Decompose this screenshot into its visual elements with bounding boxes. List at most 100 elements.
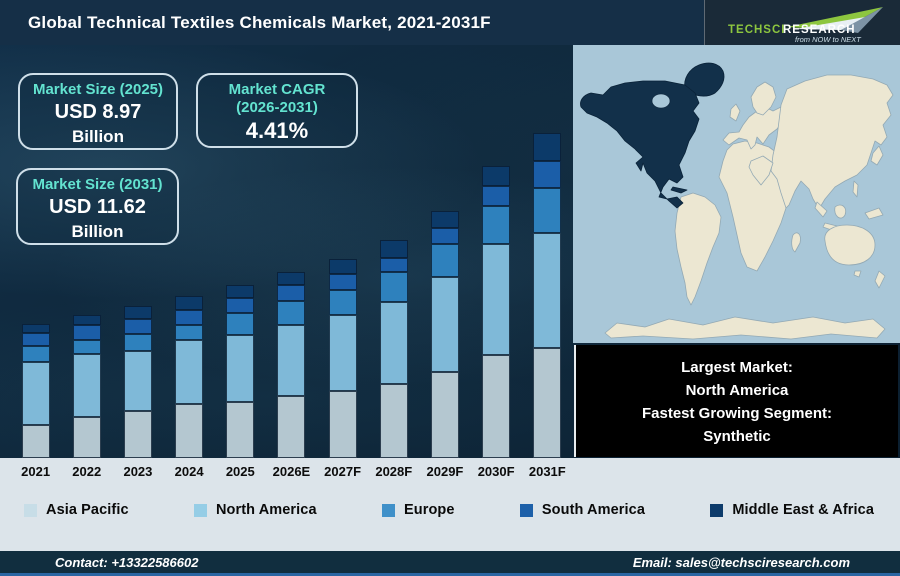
bar-segment-europe <box>72 340 101 354</box>
bar-segment-south-america <box>328 274 357 290</box>
legend-label-north-america: North America <box>215 502 317 518</box>
bar-segment-europe <box>533 188 562 233</box>
legend-label-south-america: South America <box>541 502 645 518</box>
bar-segment-asia-pacific <box>482 355 511 458</box>
stacked-bar-2021 <box>21 324 50 458</box>
bar-segment-middle-east-africa <box>379 240 408 258</box>
x-axis-labels: 2021 2022 2023 2024 2025 2026E 2027F 2028F 2029F… <box>10 458 573 490</box>
bar-segment-europe <box>277 301 306 325</box>
market-size-2031-value: USD 11.62 <box>49 196 146 218</box>
bar-segment-north-america <box>328 315 357 391</box>
market-size-2025-value: USD 8.97 <box>54 101 142 123</box>
bar-segment-europe <box>175 325 204 340</box>
bar-column-2028f <box>368 45 419 458</box>
bar-column-2029f <box>419 45 470 458</box>
legend-swatch-asia-pacific <box>24 503 37 517</box>
market-cagr-heading-line2: (2026-2031) <box>236 99 318 116</box>
footer-bar: Contact: +13322586602 Email: sales@techs… <box>0 551 900 576</box>
bar-segment-north-america <box>72 354 101 417</box>
stacked-bar-2025 <box>226 285 255 458</box>
bar-segment-middle-east-africa <box>482 166 511 186</box>
continent-australia <box>824 224 876 266</box>
bar-segment-south-america <box>175 310 204 325</box>
bar-column-2023 <box>112 45 163 458</box>
bar-column-2025 <box>215 45 266 458</box>
logo-brand2-text: RESEARCH <box>783 24 856 36</box>
techsci-research-logo: TECHSCI RESEARCH from NOW to NEXT <box>728 6 883 44</box>
bar-segment-asia-pacific <box>379 384 408 458</box>
region-greenland-highlight <box>684 62 725 97</box>
logo-arrow-shadow <box>840 6 883 33</box>
peninsula-scandinavia <box>750 81 777 116</box>
legend-item-middle-east-africa: Middle East & Africa <box>710 502 874 518</box>
x-axis-label-2023: 2023 <box>123 464 153 479</box>
bar-column-2022 <box>61 45 112 458</box>
logo-zone: TECHSCI RESEARCH from NOW to NEXT <box>704 0 900 45</box>
bar-column-2027f <box>317 45 368 458</box>
bar-segment-asia-pacific <box>328 391 357 458</box>
page-title: Global Technical Textiles Chemicals Mark… <box>28 12 491 32</box>
bar-column-2024 <box>164 45 215 458</box>
x-axis-label-2026e: 2026E <box>272 464 311 479</box>
island-sumatra <box>814 201 828 218</box>
bar-segment-north-america <box>21 362 50 425</box>
bar-column-2030f <box>471 45 522 458</box>
bar-column-2021 <box>10 45 61 458</box>
bar-segment-south-america <box>226 298 255 313</box>
bar-segment-middle-east-africa <box>21 324 50 333</box>
bar-segment-europe <box>226 313 255 335</box>
island-tasmania <box>853 270 862 278</box>
bar-segment-europe <box>430 244 459 277</box>
bar-segment-europe <box>21 346 50 362</box>
island-new-guinea <box>864 207 884 220</box>
x-axis-strip: 2021 2022 2023 2024 2025 2026E 2027F 2028F 2029F… <box>0 458 900 490</box>
continent-antarctica <box>604 316 886 340</box>
legend-item-asia-pacific: Asia Pacific <box>24 502 129 518</box>
x-axis-label-2024: 2024 <box>174 464 204 479</box>
stacked-bar-chart <box>10 45 573 458</box>
bar-segment-middle-east-africa <box>175 296 204 310</box>
bar-segment-asia-pacific <box>123 411 152 458</box>
legend-item-north-america: North America <box>193 502 317 518</box>
fastest-segment-value: Synthetic <box>703 428 771 445</box>
bar-segment-middle-east-africa <box>72 315 101 325</box>
island-japan <box>870 145 884 166</box>
continent-south-america <box>674 192 722 306</box>
bar-segment-europe <box>123 334 152 351</box>
bar-segment-south-america <box>533 161 562 188</box>
x-axis-label-2021: 2021 <box>21 464 51 479</box>
stacked-bar-2031f <box>533 133 562 458</box>
island-uk <box>729 103 741 122</box>
bar-segment-asia-pacific <box>226 402 255 458</box>
bar-column-2026e <box>266 45 317 458</box>
legend-label-middle-east-africa: Middle East & Africa <box>732 502 874 518</box>
bar-segment-south-america <box>379 258 408 272</box>
chart-stage: Market Size (2025) USD 8.97 Billion Mark… <box>0 45 900 458</box>
continent-asia <box>770 74 894 210</box>
bar-segment-middle-east-africa <box>430 211 459 228</box>
region-north-america-highlight <box>580 80 700 209</box>
x-axis-label-2029f: 2029F <box>426 464 464 479</box>
bar-segment-north-america <box>226 335 255 402</box>
x-axis-label-2030f: 2030F <box>477 464 515 479</box>
logo-arrow-white <box>794 15 871 30</box>
bar-segment-asia-pacific <box>21 425 50 458</box>
island-philippines <box>852 180 859 198</box>
chart-legend: Asia Pacific North America Europe South Ame… <box>0 490 900 551</box>
island-borneo <box>834 204 847 219</box>
largest-market-value: North America <box>685 382 789 399</box>
bar-segment-middle-east-africa <box>123 306 152 319</box>
logo-tagline: from NOW to NEXT <box>795 35 862 44</box>
x-axis-label-2031f: 2031F <box>528 464 566 479</box>
x-axis-label-2028f: 2028F <box>375 464 413 479</box>
stacked-bar-2030f <box>482 166 511 458</box>
legend-swatch-middle-east-africa <box>710 503 724 517</box>
x-axis-label-2027f: 2027F <box>324 464 362 479</box>
bar-segment-middle-east-africa <box>277 272 306 285</box>
legend-swatch-europe <box>381 503 395 517</box>
bar-segment-north-america <box>123 351 152 411</box>
world-map <box>573 45 900 343</box>
bar-segment-asia-pacific <box>175 404 204 458</box>
bar-segment-north-america <box>277 325 306 396</box>
hudson-bay <box>651 93 671 109</box>
